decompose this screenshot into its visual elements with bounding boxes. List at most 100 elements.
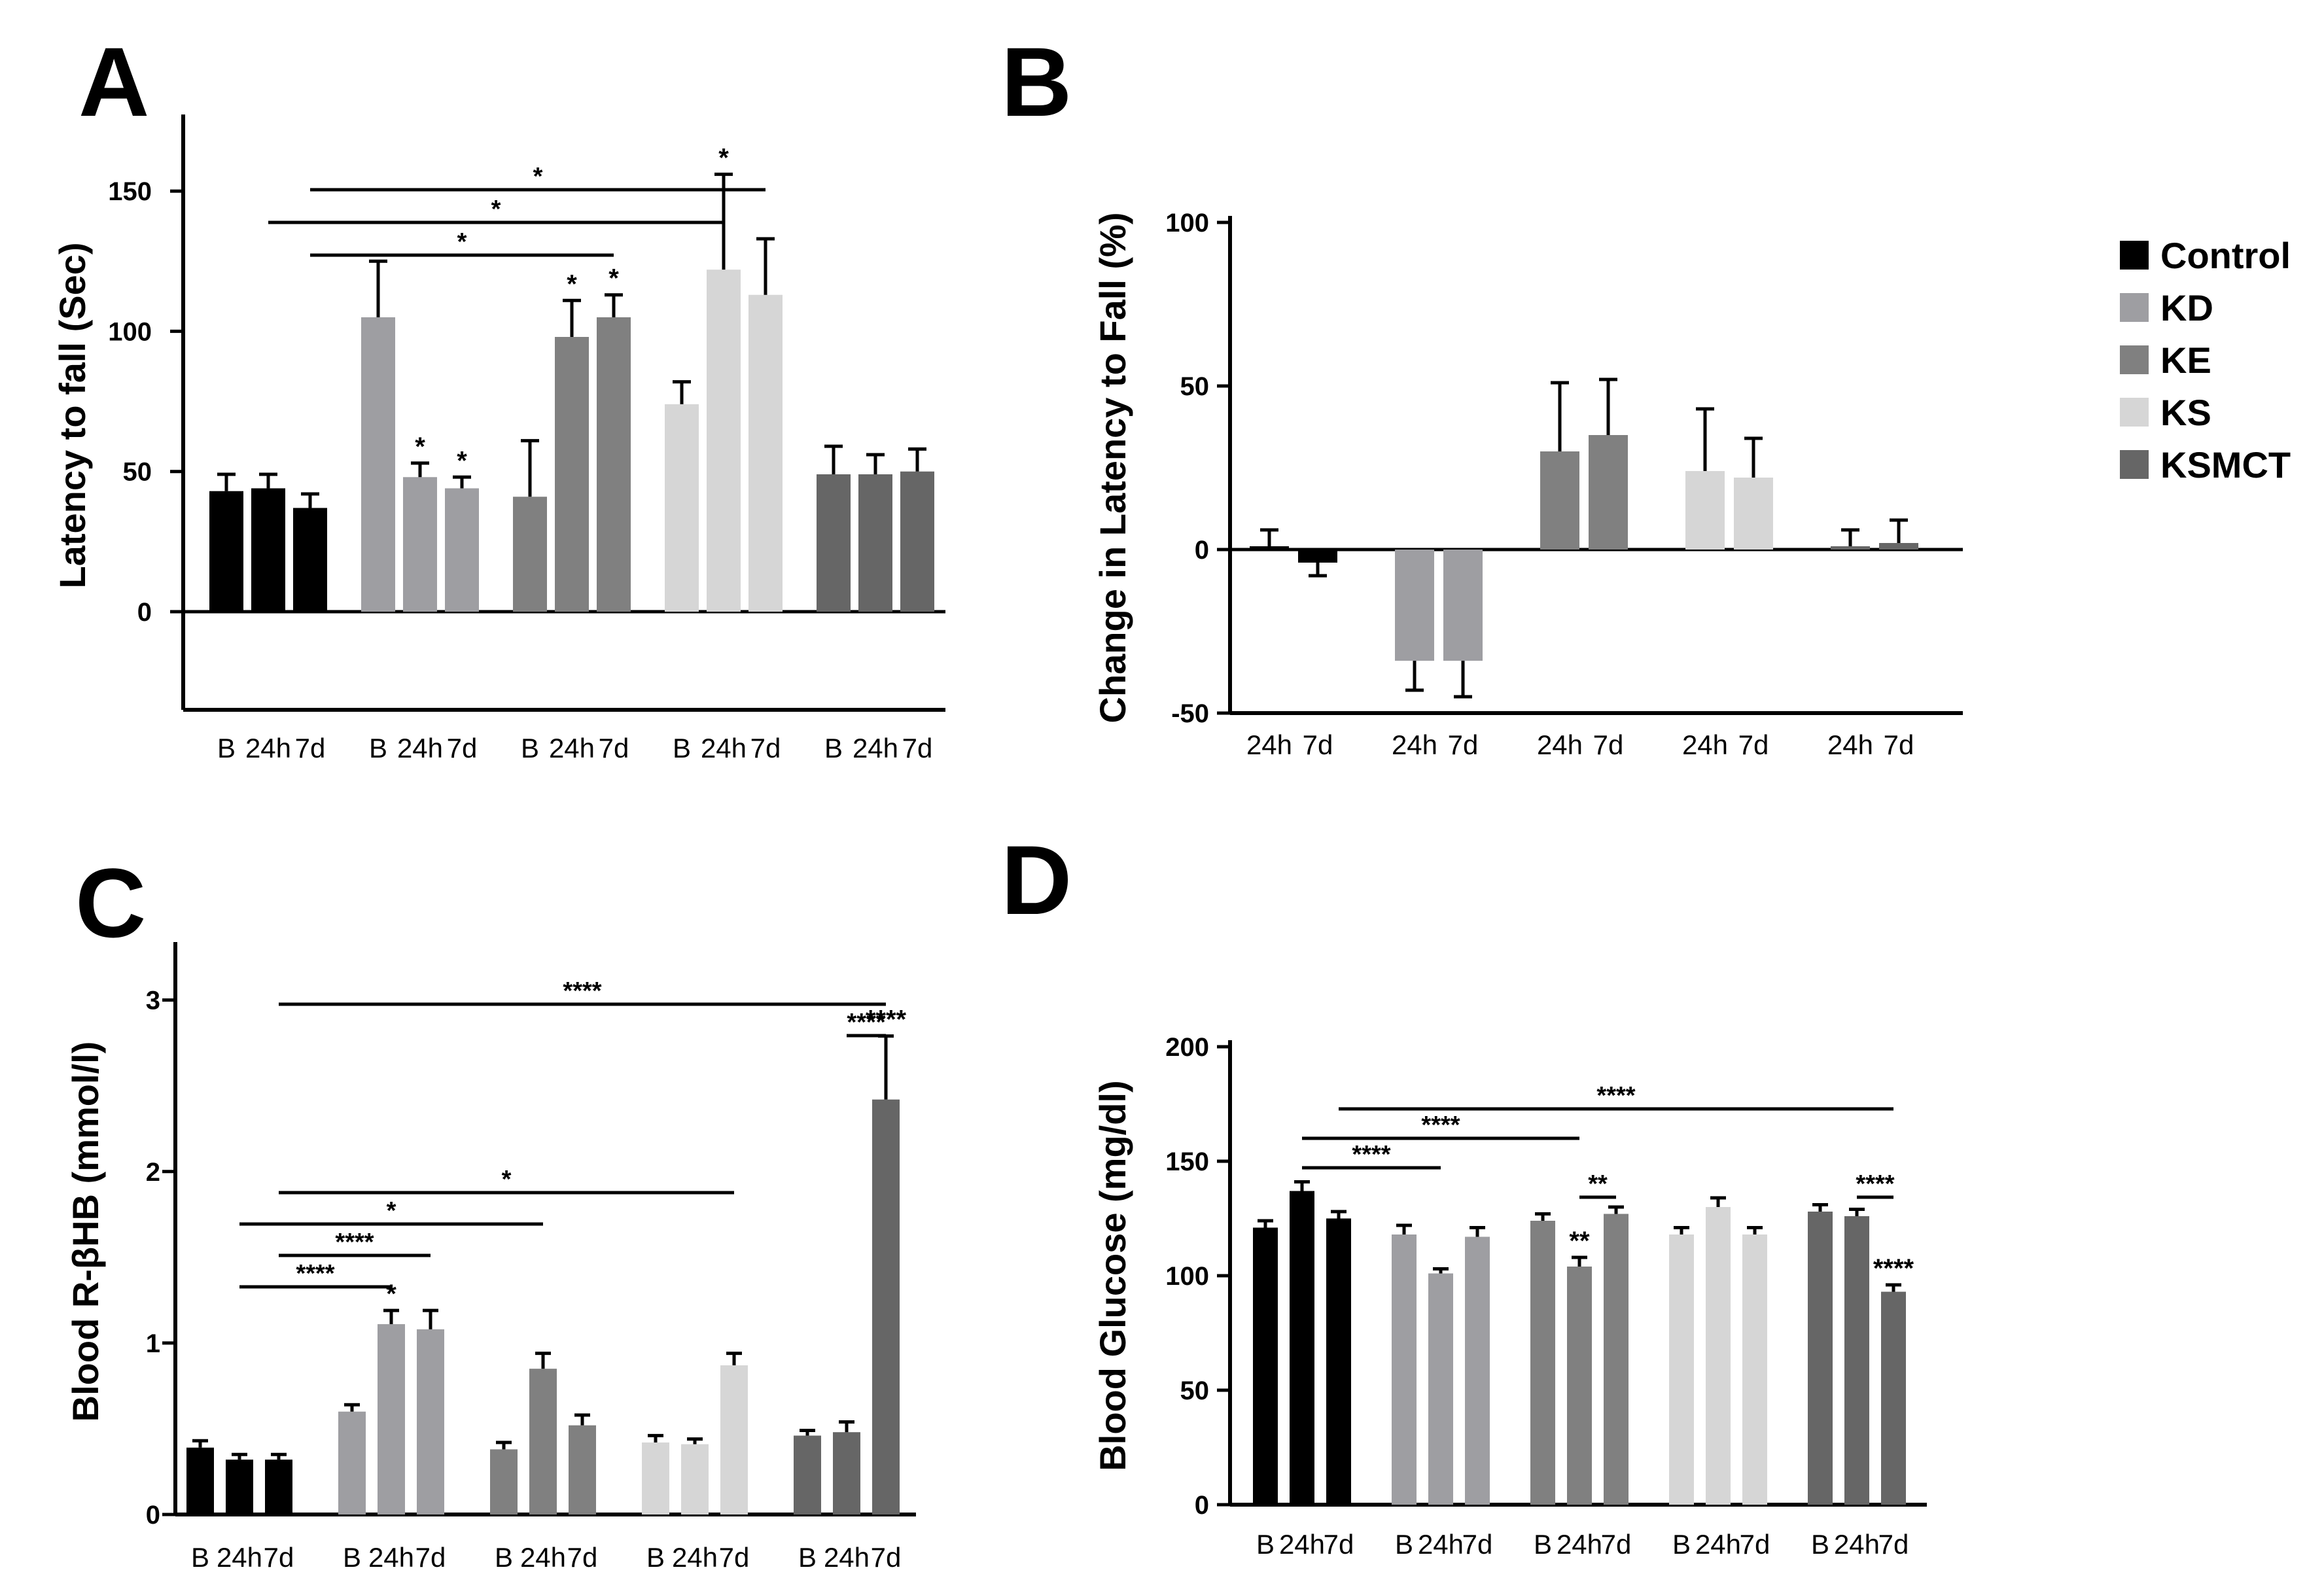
y-axis-label-b: Change in Latency to Fall (%) bbox=[1092, 213, 1133, 724]
x-tick-label-c: 7d bbox=[264, 1542, 294, 1573]
chart-b: -50 0 50 100 Change in Latency to Fall (%) 24… bbox=[1092, 209, 1963, 760]
x-tick-label-a: 7d bbox=[447, 733, 478, 763]
bar-c-kd-1 bbox=[378, 1324, 405, 1514]
legend-swatch-kd bbox=[2120, 293, 2149, 322]
x-tick-label-a: 7d bbox=[902, 733, 933, 763]
bar-d-ke-2 bbox=[1604, 1214, 1629, 1505]
x-tick-label-c: B bbox=[495, 1542, 513, 1573]
significance-mark-c: * bbox=[386, 1280, 396, 1308]
y-tick-label-c: 1 bbox=[146, 1329, 160, 1358]
legend-item-ke: KE bbox=[2120, 334, 2291, 386]
y-tick-label-b: 100 bbox=[1165, 209, 1209, 237]
bar-a-ksmct-1 bbox=[858, 474, 892, 612]
bar-c-control-2 bbox=[265, 1460, 292, 1514]
bar-b-kd-0 bbox=[1395, 550, 1434, 661]
x-tick-label-d: 24h bbox=[1834, 1529, 1880, 1560]
x-tick-label-d: 7d bbox=[1324, 1529, 1354, 1560]
bar-b-ke-0 bbox=[1540, 451, 1579, 550]
bar-b-ks-0 bbox=[1685, 471, 1725, 550]
comparison-label-c: * bbox=[502, 1166, 512, 1193]
x-tick-label-b: 7d bbox=[1448, 729, 1479, 760]
comparison-label-c: **** bbox=[296, 1260, 334, 1287]
legend-swatch-ke bbox=[2120, 345, 2149, 374]
significance-mark-a: * bbox=[457, 446, 467, 475]
bar-a-ks-2 bbox=[748, 294, 783, 612]
x-tick-label-a: 24h bbox=[549, 733, 595, 763]
bar-c-ke-1 bbox=[529, 1369, 557, 1514]
x-tick-label-d: 24h bbox=[1557, 1529, 1602, 1560]
comparison-label-d: **** bbox=[1352, 1141, 1390, 1168]
x-tick-label-c: 7d bbox=[871, 1542, 902, 1573]
bar-b-kd-1 bbox=[1443, 550, 1483, 661]
significance-mark-a: * bbox=[608, 264, 619, 293]
significance-mark-a: * bbox=[567, 270, 577, 298]
y-tick-label-c: 0 bbox=[146, 1501, 160, 1530]
bar-d-ks-2 bbox=[1742, 1234, 1767, 1505]
x-tick-label-d: 24h bbox=[1279, 1529, 1325, 1560]
x-tick-label-a: B bbox=[217, 733, 236, 763]
bar-b-ksmct-1 bbox=[1879, 543, 1918, 550]
bar-d-kd-1 bbox=[1428, 1273, 1453, 1505]
bar-b-control-1 bbox=[1298, 550, 1337, 563]
y-tick-label-c: 2 bbox=[146, 1158, 160, 1187]
bar-b-ke-1 bbox=[1589, 435, 1628, 550]
comparison-label-a: * bbox=[491, 196, 501, 223]
bar-c-control-0 bbox=[186, 1447, 214, 1514]
significance-mark-d: ** bbox=[1569, 1227, 1590, 1255]
comparison-label-c: **** bbox=[335, 1229, 374, 1256]
x-tick-label-c: 24h bbox=[672, 1542, 718, 1573]
y-tick-label-d: 50 bbox=[1180, 1376, 1210, 1405]
x-tick-label-a: 24h bbox=[701, 733, 747, 763]
x-tick-label-a: 7d bbox=[750, 733, 781, 763]
x-tick-label-b: 7d bbox=[1303, 729, 1333, 760]
bar-d-kd-2 bbox=[1465, 1236, 1490, 1505]
x-tick-label-a: B bbox=[673, 733, 691, 763]
comparison-label-d: **** bbox=[1421, 1112, 1460, 1139]
bar-d-ksmct-0 bbox=[1808, 1212, 1833, 1505]
bar-a-ke-1 bbox=[555, 337, 589, 612]
panel-label-b: B bbox=[1001, 27, 1072, 137]
x-tick-label-d: B bbox=[1534, 1529, 1552, 1560]
x-tick-label-c: 24h bbox=[368, 1542, 414, 1573]
x-tick-label-a: 24h bbox=[245, 733, 291, 763]
x-tick-label-a: 7d bbox=[599, 733, 629, 763]
legend-item-kd: KD bbox=[2120, 281, 2291, 334]
bar-d-kd-0 bbox=[1392, 1234, 1417, 1505]
x-tick-label-d: 7d bbox=[1462, 1529, 1493, 1560]
x-tick-label-d: B bbox=[1672, 1529, 1691, 1560]
legend-label-control: Control bbox=[2160, 234, 2291, 276]
legend-label-ke: KE bbox=[2160, 339, 2211, 381]
bar-a-ksmct-2 bbox=[900, 471, 934, 612]
bar-d-ke-0 bbox=[1530, 1221, 1555, 1505]
bar-d-ks-0 bbox=[1669, 1234, 1694, 1505]
bar-d-control-0 bbox=[1253, 1227, 1278, 1505]
x-tick-label-d: 7d bbox=[1740, 1529, 1770, 1560]
bar-b-ksmct-0 bbox=[1831, 546, 1870, 550]
comparison-label-d: ** bbox=[1588, 1170, 1608, 1198]
bar-d-control-1 bbox=[1290, 1191, 1314, 1505]
x-tick-label-c: B bbox=[191, 1542, 209, 1573]
y-axis-label-c: Blood R-βHB (mmol/l) bbox=[65, 1042, 106, 1422]
x-tick-label-b: 24h bbox=[1392, 729, 1437, 760]
bar-a-kd-2 bbox=[445, 488, 479, 612]
comparison-label-a: * bbox=[457, 228, 467, 256]
x-tick-label-a: B bbox=[369, 733, 387, 763]
x-tick-label-a: 24h bbox=[853, 733, 898, 763]
bar-c-ks-1 bbox=[681, 1444, 709, 1514]
significance-mark-a: * bbox=[718, 143, 729, 172]
x-tick-label-b: 24h bbox=[1537, 729, 1583, 760]
bar-c-ke-0 bbox=[490, 1449, 518, 1514]
bar-a-ke-0 bbox=[513, 497, 547, 612]
x-tick-label-c: 7d bbox=[415, 1542, 446, 1573]
x-tick-label-d: B bbox=[1395, 1529, 1413, 1560]
bar-a-ksmct-0 bbox=[817, 474, 851, 612]
x-tick-label-c: 24h bbox=[520, 1542, 566, 1573]
y-axis-label-a: Latency to fall (Sec) bbox=[52, 242, 93, 588]
x-tick-label-b: 7d bbox=[1884, 729, 1914, 760]
x-tick-label-b: 24h bbox=[1827, 729, 1873, 760]
bar-c-ksmct-0 bbox=[794, 1435, 821, 1514]
legend-swatch-ks bbox=[2120, 398, 2149, 427]
y-tick-label-b: -50 bbox=[1171, 699, 1209, 728]
bar-d-ks-1 bbox=[1706, 1207, 1731, 1505]
